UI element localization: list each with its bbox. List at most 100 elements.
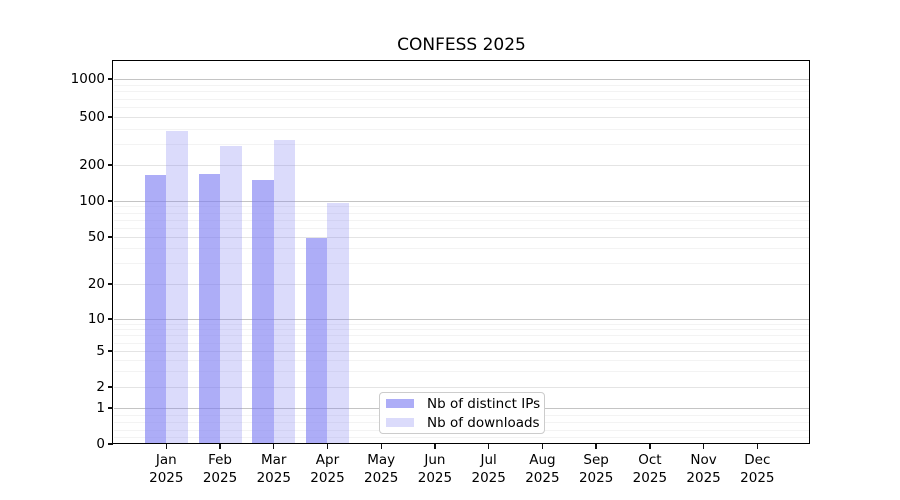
bar-mar-nb-of-distinct-ips <box>252 179 274 444</box>
bar-jan-nb-of-downloads <box>166 131 188 444</box>
x-tick-month: Nov <box>690 452 717 468</box>
x-tick-month: Feb <box>208 452 232 468</box>
gridline-minor <box>114 206 810 208</box>
legend: Nb of distinct IPs Nb of downloads <box>379 392 545 434</box>
gridline-minor <box>114 248 810 250</box>
x-tick-month: Sep <box>583 452 609 468</box>
gridline-minor <box>114 98 810 100</box>
gridline-2 <box>114 387 810 388</box>
y-tick-label-10: 10 <box>87 311 105 327</box>
chart-title: CONFESS 2025 <box>397 35 526 55</box>
y-tick-label-5: 5 <box>96 343 105 359</box>
legend-item-downloads: Nb of downloads <box>386 415 544 431</box>
gridline-5 <box>114 351 810 352</box>
y-tick-label-100: 100 <box>79 193 105 209</box>
gridline-minor <box>114 263 810 265</box>
gridline-minor <box>114 359 810 361</box>
bar-apr-nb-of-distinct-ips <box>305 238 328 444</box>
x-tick-label-feb: Feb 2025 <box>188 452 252 487</box>
y-tick-mark-10 <box>108 318 113 320</box>
bar-feb-nb-of-distinct-ips <box>198 174 221 444</box>
x-tick-label-jun: Jun 2025 <box>403 452 467 487</box>
x-tick-mark-feb <box>219 444 221 449</box>
gridline-minor <box>114 107 810 108</box>
gridline-minor <box>114 84 810 86</box>
y-tick-mark-20 <box>108 283 113 285</box>
gridline-minor <box>114 143 810 145</box>
x-tick-mark-oct <box>649 444 651 449</box>
gridline-100 <box>114 201 810 202</box>
x-tick-year: 2025 <box>149 469 184 486</box>
y-tick-mark-1000 <box>108 78 113 80</box>
x-tick-month: May <box>367 452 396 468</box>
y-tick-label-200: 200 <box>79 157 105 173</box>
bar-jan-nb-of-distinct-ips <box>144 174 167 444</box>
legend-item-distinct-ips: Nb of distinct IPs <box>386 396 544 412</box>
gridline-20 <box>114 284 810 285</box>
gridline-200 <box>114 165 810 166</box>
x-tick-year: 2025 <box>310 469 345 486</box>
gridline-500 <box>114 117 810 118</box>
y-tick-mark-100 <box>108 200 113 202</box>
x-tick-year: 2025 <box>632 469 668 486</box>
gridline-1000 <box>114 79 810 80</box>
x-tick-year: 2025 <box>471 469 506 486</box>
y-tick-mark-1 <box>108 407 113 409</box>
x-tick-year: 2025 <box>578 469 614 486</box>
x-tick-month: Dec <box>744 452 771 468</box>
y-tick-mark-200 <box>108 164 113 166</box>
x-tick-year: 2025 <box>525 469 560 486</box>
x-tick-year: 2025 <box>686 469 721 486</box>
x-tick-month: Jun <box>424 452 446 468</box>
x-tick-mark-nov <box>702 444 705 449</box>
x-tick-label-dec: Dec 2025 <box>725 452 789 487</box>
x-tick-label-sep: Sep 2025 <box>564 452 628 487</box>
y-tick-label-50: 50 <box>87 229 105 245</box>
x-tick-year: 2025 <box>417 469 453 486</box>
x-tick-month: Oct <box>638 452 662 468</box>
legend-label-distinct-ips: Nb of distinct IPs <box>427 395 541 412</box>
x-tick-mark-dec <box>756 444 759 449</box>
gridline-minor <box>114 212 810 214</box>
x-tick-year: 2025 <box>202 469 238 486</box>
bar-mar-nb-of-downloads <box>273 140 296 444</box>
gridline-minor <box>114 329 810 331</box>
y-tick-label-20: 20 <box>87 276 105 292</box>
gridline-minor <box>114 335 810 337</box>
y-tick-label-500: 500 <box>79 109 105 125</box>
legend-label-downloads: Nb of downloads <box>427 414 540 431</box>
x-tick-mark-may <box>380 444 382 449</box>
x-tick-year: 2025 <box>364 469 399 486</box>
x-tick-year: 2025 <box>740 469 775 486</box>
y-tick-mark-500 <box>108 116 113 118</box>
bar-apr-nb-of-downloads <box>327 202 349 444</box>
gridline-minor <box>114 219 810 221</box>
gridline-10 <box>114 319 810 320</box>
gridline-minor <box>114 342 810 344</box>
x-tick-label-aug: Aug 2025 <box>510 452 574 487</box>
x-tick-mark-jan <box>165 444 167 449</box>
x-tick-label-may: May 2025 <box>349 452 413 487</box>
y-tick-label-1: 1 <box>96 400 105 416</box>
gridline-minor <box>114 227 810 229</box>
bar-feb-nb-of-downloads <box>220 145 242 444</box>
x-tick-month: Aug <box>529 452 556 468</box>
x-tick-mark-jul <box>487 444 490 449</box>
x-tick-label-jan: Jan 2025 <box>134 452 198 487</box>
x-tick-label-oct: Oct 2025 <box>618 452 682 487</box>
x-tick-month: Mar <box>261 452 287 468</box>
x-tick-mark-sep <box>595 444 597 449</box>
legend-swatch-downloads <box>386 418 414 427</box>
gridline-minor <box>114 323 810 325</box>
gridline-minor <box>114 371 810 373</box>
x-tick-mark-apr <box>326 444 329 449</box>
x-tick-label-nov: Nov 2025 <box>672 452 736 487</box>
x-tick-label-mar: Mar 2025 <box>242 452 306 487</box>
y-tick-label-2: 2 <box>96 379 105 395</box>
x-tick-mark-aug <box>541 444 544 449</box>
x-tick-month: Jul <box>480 452 497 468</box>
y-tick-mark-0 <box>108 443 113 445</box>
x-tick-mark-mar <box>273 444 275 449</box>
gridline-50 <box>114 237 810 238</box>
